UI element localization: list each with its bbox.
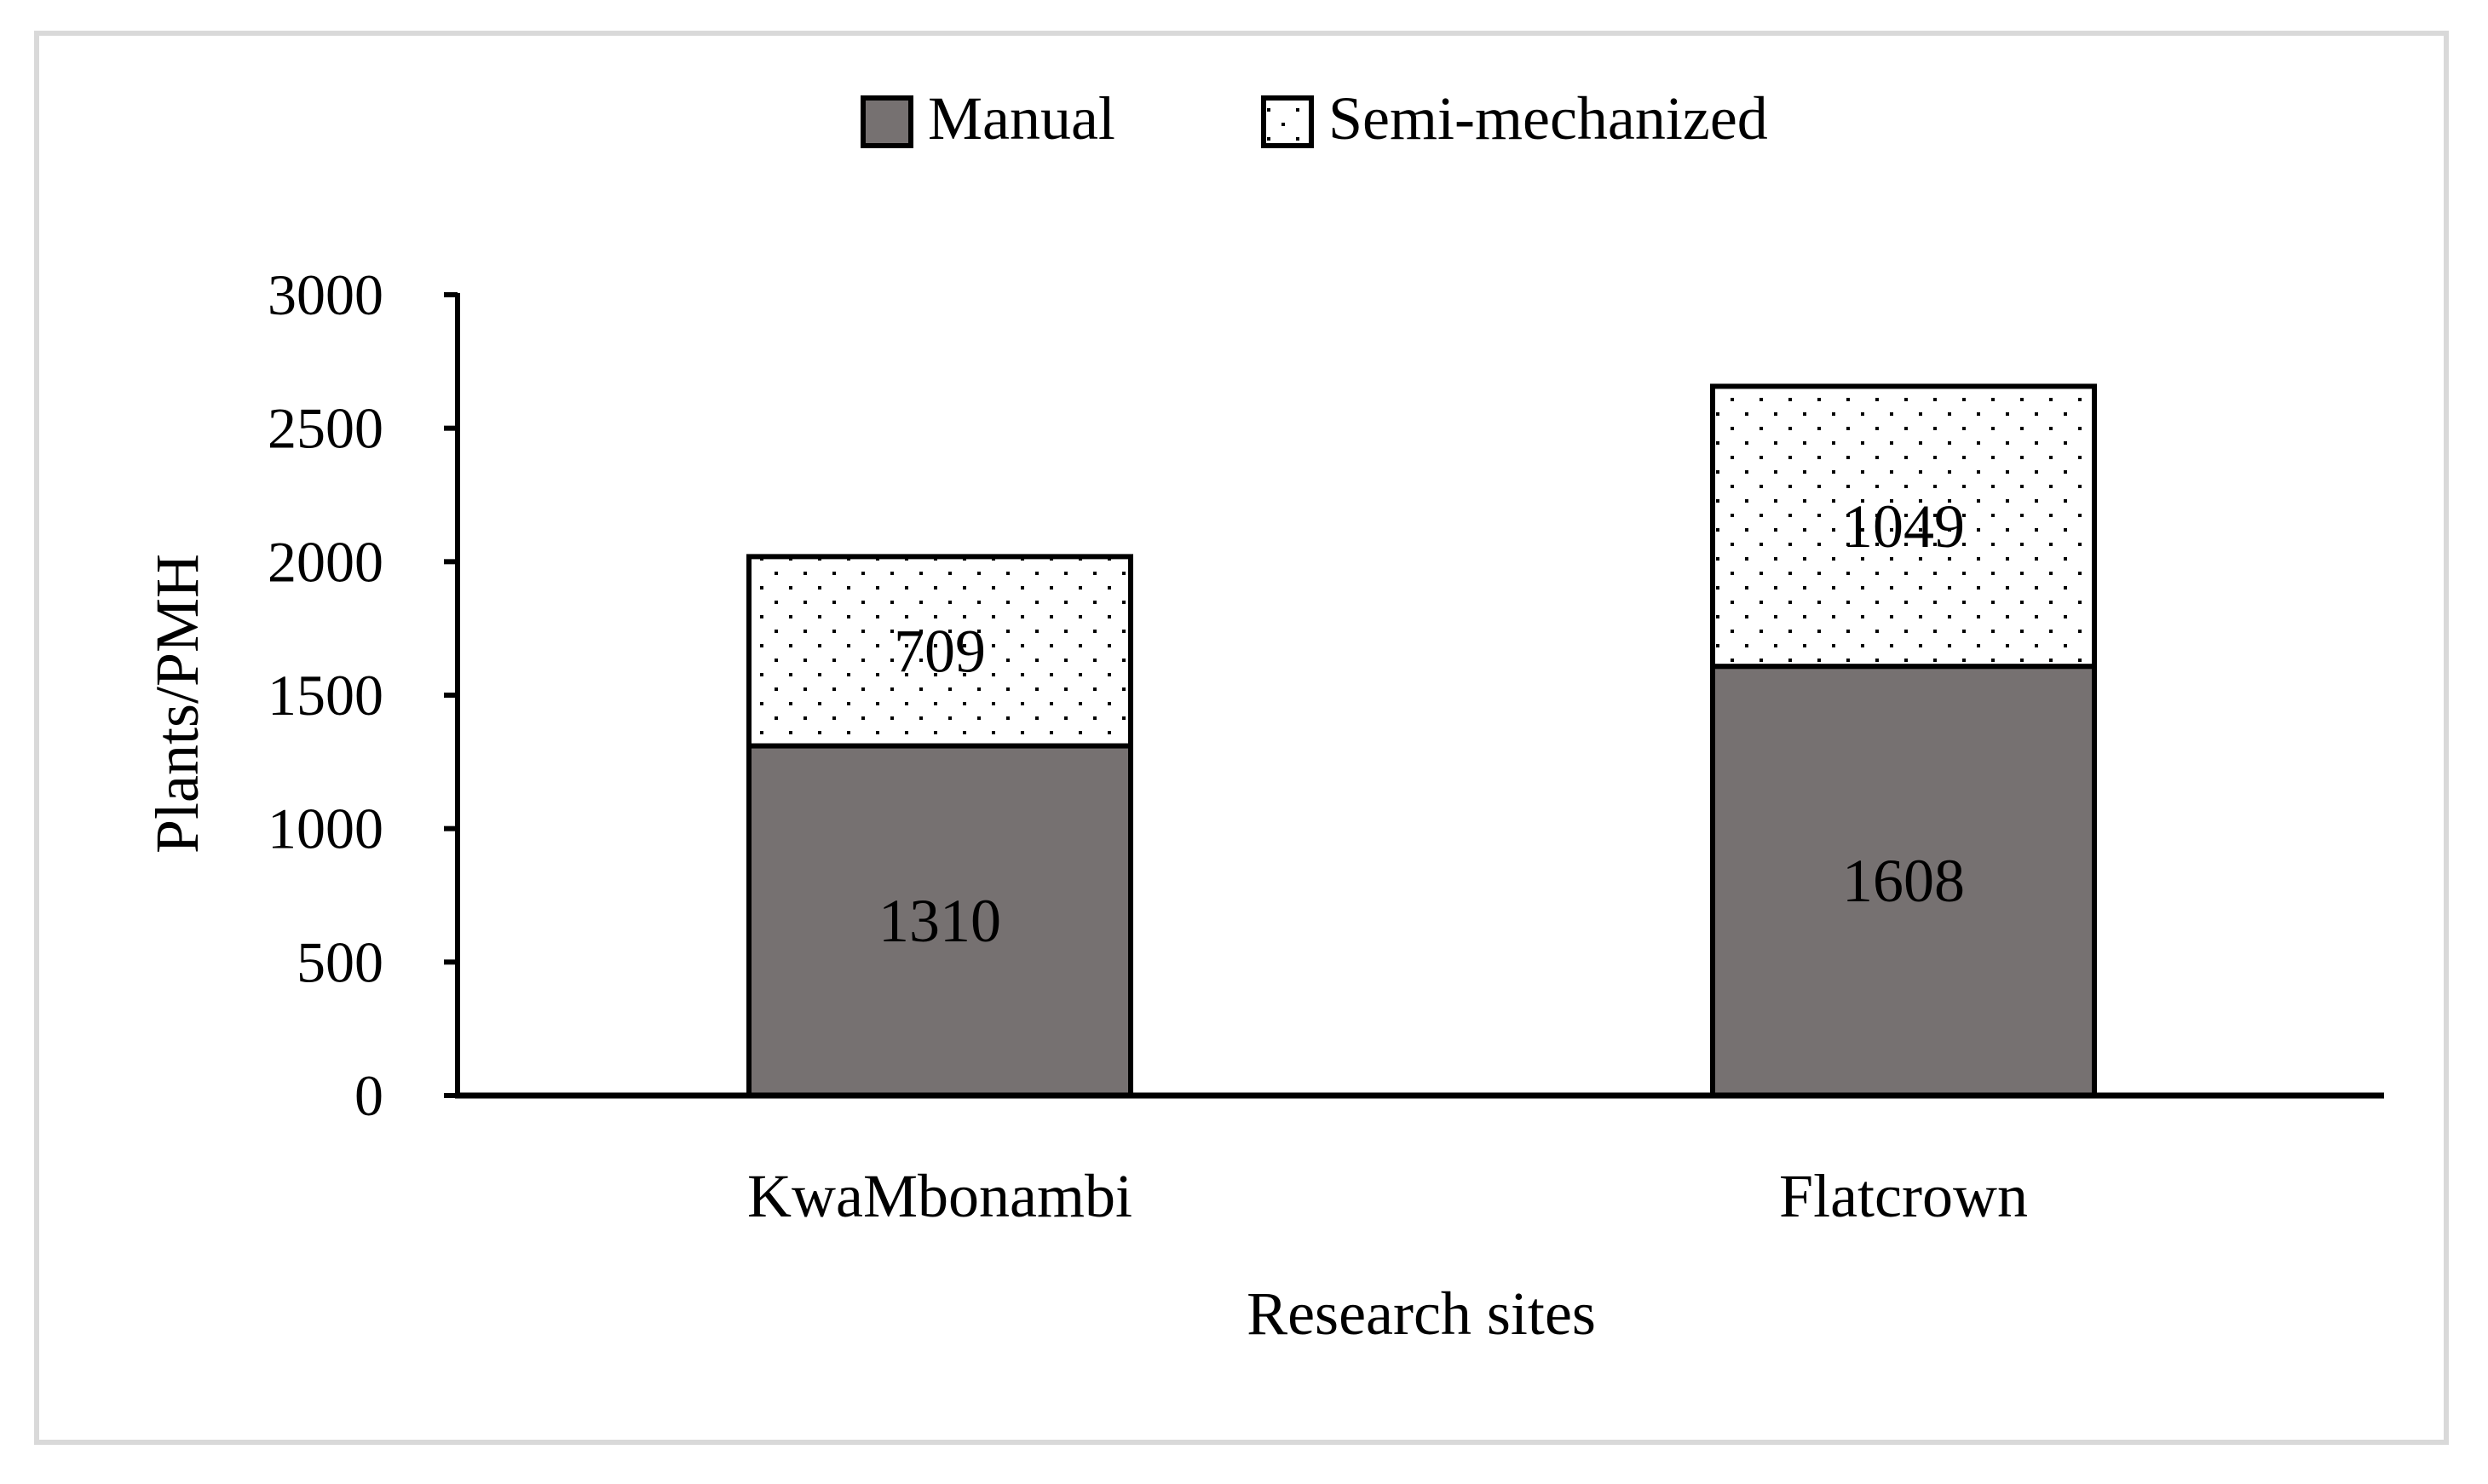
- y-axis: 0 500 1000 1500 2000 2500 3000: [268, 262, 460, 1128]
- legend: Manual Semi-mechanized: [861, 84, 1768, 152]
- bar-segment-semi-mechanized-1: [746, 554, 1133, 749]
- data-label: 1049: [1842, 492, 1965, 561]
- legend-item: Semi-mechanized: [1261, 84, 1768, 152]
- data-label: 1608: [1842, 847, 1965, 915]
- legend-label: Semi-mechanized: [1328, 84, 1768, 152]
- y-axis-title: Plants/PMH: [143, 554, 211, 854]
- legend-swatch: [861, 95, 913, 148]
- bars-layer: 1310 709 1608 1049: [746, 383, 2097, 1098]
- legend-label: Manual: [928, 84, 1115, 152]
- x-tick-label: KwaMbonambi: [747, 1162, 1132, 1230]
- x-tick-label: Flatcrown: [1779, 1162, 2028, 1230]
- x-axis: KwaMbonambi Flatcrown: [455, 1092, 2384, 1230]
- x-axis-title: Research sites: [1247, 1280, 1596, 1348]
- bar-segment-manual-1: [746, 743, 1133, 1098]
- y-tick-label: 500: [297, 929, 383, 994]
- data-label: 1310: [878, 887, 1001, 955]
- y-tick-label: 2000: [268, 529, 383, 594]
- bar-segment-manual-2: [1710, 664, 2097, 1098]
- y-tick-label: 2500: [268, 396, 383, 461]
- data-label: 709: [894, 617, 986, 685]
- legend-swatch: [1261, 95, 1314, 148]
- y-tick-label: 1000: [268, 797, 383, 861]
- legend-item: Manual: [861, 84, 1115, 152]
- y-tick-label: 1500: [268, 663, 383, 728]
- y-tick-label: 0: [354, 1063, 383, 1128]
- bar-segment-semi-mechanized-2: [1710, 383, 2097, 670]
- y-tick-label: 3000: [268, 262, 383, 327]
